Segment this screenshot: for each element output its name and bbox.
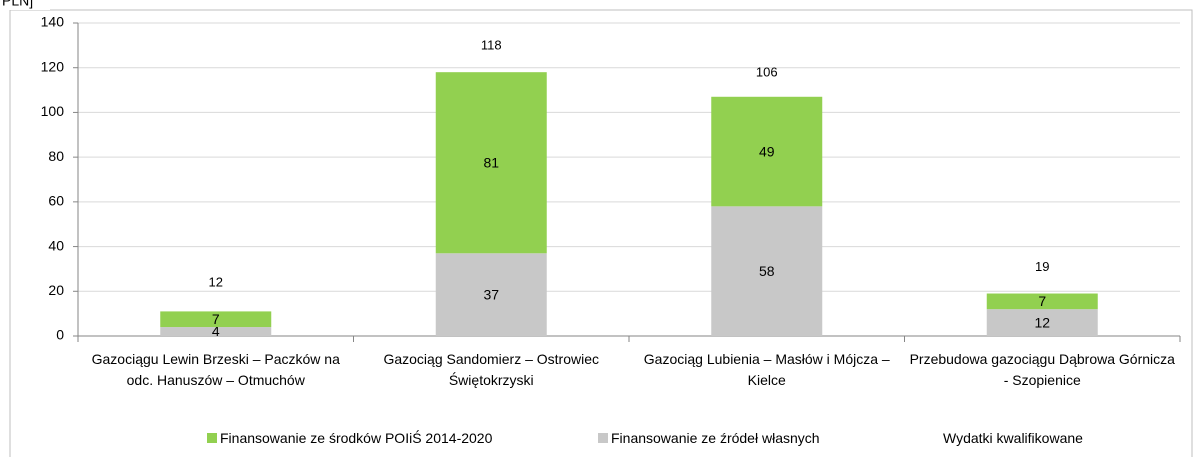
data-label: 58 xyxy=(759,263,775,279)
data-label: 12 xyxy=(1034,314,1050,330)
y-tick-label: 60 xyxy=(48,193,64,209)
x-tick-label: Gazociąg Lubienia – Masłów i Mójcza – Ki… xyxy=(643,351,890,388)
legend-label: Finansowanie ze środków POIiŚ 2014-2020 xyxy=(220,430,493,446)
legend-label: Wydatki kwalifikowane xyxy=(943,430,1083,446)
bar-segment xyxy=(435,72,547,254)
y-tick-label: 20 xyxy=(48,282,64,298)
x-tick-label: Przebudowa gazociągu Dąbrowa Górnicza - … xyxy=(909,351,1175,388)
y-tick-label: 80 xyxy=(48,148,64,164)
y-tick-label: 0 xyxy=(56,327,64,343)
y-axis-label: PLN] xyxy=(2,0,33,9)
total-label: 106 xyxy=(756,64,778,79)
bar-segment xyxy=(986,309,1098,336)
chart-frame xyxy=(9,9,1193,457)
bar-segment xyxy=(711,96,823,207)
legend-label: Finansowanie ze źródeł własnych xyxy=(611,430,820,446)
legend-swatch xyxy=(207,433,217,443)
data-label: 37 xyxy=(483,286,499,302)
total-label: 12 xyxy=(209,275,223,290)
bar-segment xyxy=(986,293,1098,310)
x-tick-label: Gazociągu Lewin Brzeski – Paczków na odc… xyxy=(91,351,340,388)
data-label: 7 xyxy=(1038,293,1046,309)
bar-segment xyxy=(160,311,272,328)
y-tick-label: 140 xyxy=(41,14,65,30)
data-label: 7 xyxy=(212,311,220,327)
data-label: 49 xyxy=(759,143,775,159)
y-tick-label: 100 xyxy=(41,103,65,119)
total-label: 118 xyxy=(481,38,502,53)
data-label: 4 xyxy=(212,323,220,339)
y-tick-label: 40 xyxy=(48,237,64,253)
x-tick-label: Gazociąg Sandomierz – Ostrowiec Świętokr… xyxy=(383,351,600,388)
legend-swatch xyxy=(598,433,608,443)
total-label: 19 xyxy=(1035,259,1049,274)
legend-swatch xyxy=(930,433,940,443)
bar-segment xyxy=(711,206,823,336)
y-tick-label: 120 xyxy=(41,58,65,74)
data-label: 81 xyxy=(483,154,499,170)
label-bg xyxy=(0,0,50,10)
bar-segment xyxy=(160,327,272,336)
bar-segment xyxy=(435,253,547,336)
